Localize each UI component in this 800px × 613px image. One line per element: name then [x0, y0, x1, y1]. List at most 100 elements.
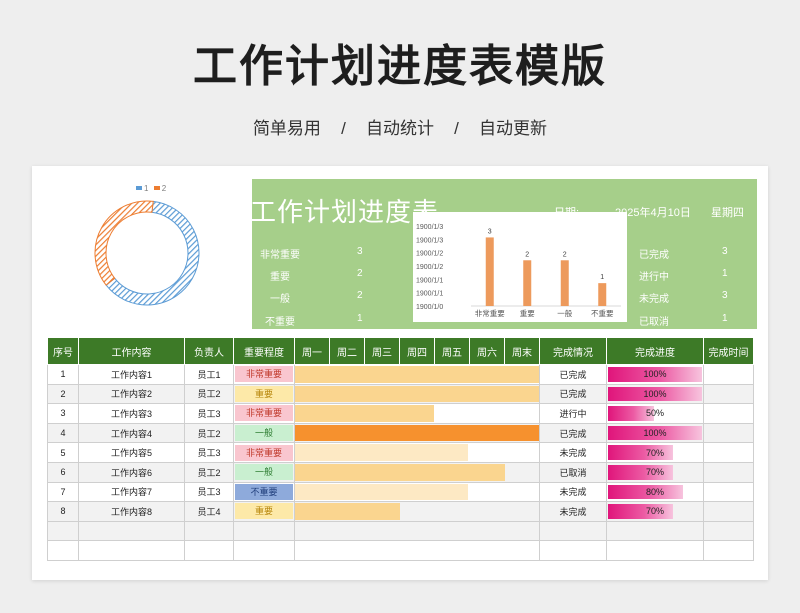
cell-task[interactable]: 工作内容6 [78, 461, 185, 483]
cell-progress[interactable]: 80% [606, 481, 704, 503]
cell-gantt[interactable] [294, 364, 540, 385]
cell-finish-time[interactable] [703, 403, 754, 424]
cell-task[interactable]: 工作内容1 [78, 364, 185, 385]
cell-gantt[interactable] [294, 461, 540, 483]
cell-task[interactable]: 工作内容5 [78, 442, 185, 463]
column-header[interactable]: 重要程度 [233, 337, 295, 365]
column-header[interactable]: 周末 [504, 337, 540, 365]
empty-cell[interactable] [294, 540, 540, 561]
empty-cell[interactable] [184, 520, 234, 542]
cell-importance[interactable]: 非常重要 [233, 442, 295, 463]
column-header[interactable]: 完成进度 [606, 337, 704, 365]
cell-index[interactable]: 3 [47, 403, 79, 424]
column-header[interactable]: 序号 [47, 337, 79, 365]
cell-gantt[interactable] [294, 501, 540, 522]
cell-progress[interactable]: 70% [606, 442, 704, 463]
cell-index[interactable]: 2 [47, 383, 79, 405]
empty-cell[interactable] [78, 540, 185, 561]
cell-finish-time[interactable] [703, 383, 754, 405]
cell-importance[interactable]: 非常重要 [233, 403, 295, 424]
cell-gantt[interactable] [294, 442, 540, 463]
table-row[interactable]: 7 工作内容7 员工3 不重要 未完成 80% [47, 481, 754, 503]
empty-cell[interactable] [539, 540, 607, 561]
cell-status[interactable]: 未完成 [539, 501, 607, 522]
cell-task[interactable]: 工作内容4 [78, 422, 185, 444]
cell-finish-time[interactable] [703, 442, 754, 463]
cell-progress[interactable]: 50% [606, 403, 704, 424]
table-row[interactable]: 5 工作内容5 员工3 非常重要 未完成 70% [47, 442, 754, 463]
cell-owner[interactable]: 员工2 [184, 383, 234, 405]
cell-gantt[interactable] [294, 481, 540, 503]
cell-index[interactable]: 8 [47, 501, 79, 522]
table-row[interactable]: 2 工作内容2 员工2 重要 已完成 100% [47, 383, 754, 405]
column-header[interactable]: 周五 [434, 337, 470, 365]
empty-cell[interactable] [703, 540, 754, 561]
column-header[interactable]: 周三 [364, 337, 400, 365]
table-row[interactable]: 4 工作内容4 员工2 一般 已完成 100% [47, 422, 754, 444]
cell-owner[interactable]: 员工4 [184, 501, 234, 522]
cell-owner[interactable]: 员工3 [184, 403, 234, 424]
cell-status[interactable]: 已完成 [539, 383, 607, 405]
cell-progress[interactable]: 100% [606, 383, 704, 405]
cell-owner[interactable]: 员工1 [184, 364, 234, 385]
empty-cell[interactable] [539, 520, 607, 542]
empty-cell[interactable] [47, 520, 79, 542]
cell-owner[interactable]: 员工2 [184, 461, 234, 483]
cell-index[interactable]: 6 [47, 461, 79, 483]
cell-owner[interactable]: 员工3 [184, 442, 234, 463]
column-header[interactable]: 完成情况 [539, 337, 607, 365]
cell-finish-time[interactable] [703, 364, 754, 385]
empty-cell[interactable] [78, 520, 185, 542]
cell-gantt[interactable] [294, 403, 540, 424]
cell-gantt[interactable] [294, 383, 540, 405]
empty-cell[interactable] [233, 540, 295, 561]
column-header[interactable]: 完成时间 [703, 337, 754, 365]
empty-cell[interactable] [606, 540, 704, 561]
column-header[interactable]: 周六 [469, 337, 505, 365]
cell-importance[interactable]: 重要 [233, 501, 295, 522]
cell-index[interactable]: 5 [47, 442, 79, 463]
cell-status[interactable]: 进行中 [539, 403, 607, 424]
cell-index[interactable]: 4 [47, 422, 79, 444]
cell-task[interactable]: 工作内容8 [78, 501, 185, 522]
cell-owner[interactable]: 员工3 [184, 481, 234, 503]
cell-progress[interactable]: 70% [606, 501, 704, 522]
empty-cell[interactable] [184, 540, 234, 561]
cell-finish-time[interactable] [703, 481, 754, 503]
table-row[interactable]: 6 工作内容6 员工2 一般 已取消 70% [47, 461, 754, 483]
empty-cell[interactable] [47, 540, 79, 561]
empty-cell[interactable] [233, 520, 295, 542]
cell-progress[interactable]: 100% [606, 422, 704, 444]
empty-cell[interactable] [294, 520, 540, 542]
cell-status[interactable]: 未完成 [539, 481, 607, 503]
cell-progress[interactable]: 70% [606, 461, 704, 483]
empty-cell[interactable] [703, 520, 754, 542]
column-header[interactable]: 周一 [294, 337, 330, 365]
cell-importance[interactable]: 非常重要 [233, 364, 295, 385]
cell-status[interactable]: 已完成 [539, 422, 607, 444]
cell-status[interactable]: 已完成 [539, 364, 607, 385]
cell-gantt[interactable] [294, 422, 540, 444]
cell-finish-time[interactable] [703, 501, 754, 522]
cell-finish-time[interactable] [703, 422, 754, 444]
cell-status[interactable]: 已取消 [539, 461, 607, 483]
table-row[interactable]: 3 工作内容3 员工3 非常重要 进行中 50% [47, 403, 754, 424]
empty-row[interactable] [47, 540, 754, 561]
column-header[interactable]: 周四 [399, 337, 435, 365]
empty-row[interactable] [47, 520, 754, 542]
cell-importance[interactable]: 重要 [233, 383, 295, 405]
cell-index[interactable]: 1 [47, 364, 79, 385]
cell-index[interactable]: 7 [47, 481, 79, 503]
cell-importance[interactable]: 一般 [233, 461, 295, 483]
column-header[interactable]: 负责人 [184, 337, 234, 365]
column-header[interactable]: 工作内容 [78, 337, 185, 365]
cell-owner[interactable]: 员工2 [184, 422, 234, 444]
cell-status[interactable]: 未完成 [539, 442, 607, 463]
cell-importance[interactable]: 不重要 [233, 481, 295, 503]
table-row[interactable]: 8 工作内容8 员工4 重要 未完成 70% [47, 501, 754, 522]
cell-task[interactable]: 工作内容7 [78, 481, 185, 503]
cell-task[interactable]: 工作内容2 [78, 383, 185, 405]
cell-importance[interactable]: 一般 [233, 422, 295, 444]
cell-progress[interactable]: 100% [606, 364, 704, 385]
cell-finish-time[interactable] [703, 461, 754, 483]
